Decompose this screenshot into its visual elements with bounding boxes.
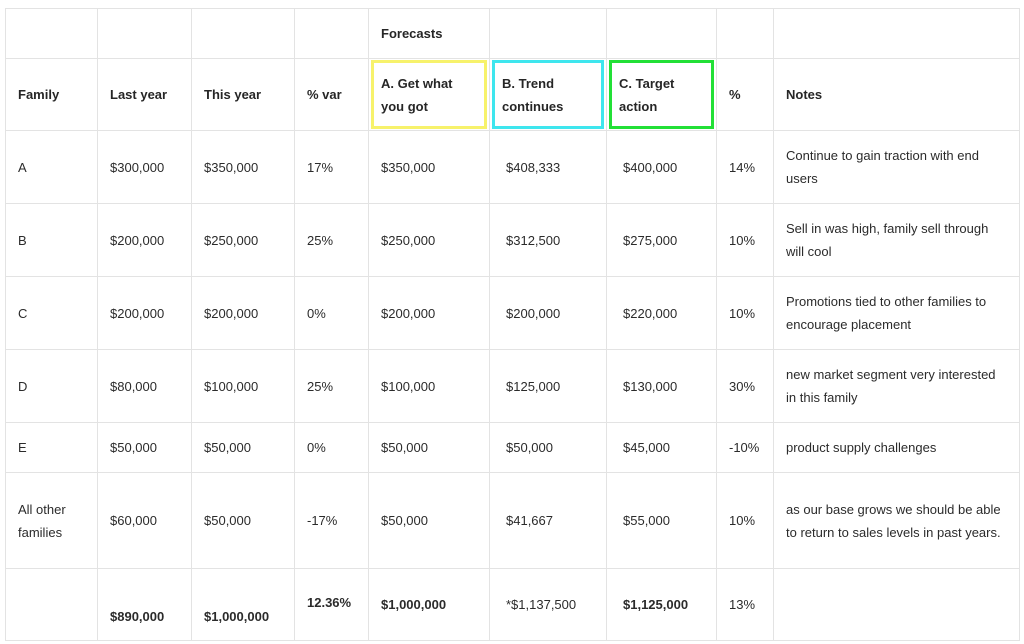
pct-cell: 10% [716,203,774,277]
empty-cell [773,8,1020,59]
this-year-cell: $350,000 [191,130,295,204]
pct-var-cell: 0% [294,276,369,350]
forecast-c-cell: $400,000 [606,130,717,204]
forecast-a-cell: $100,000 [368,349,490,423]
family-cell: A [5,130,98,204]
totals-family-cell [5,568,98,641]
notes-cell: Promotions tied to other families to enc… [773,276,1020,350]
highlight-box-b [492,60,604,129]
notes-cell: as our base grows we should be able to r… [773,472,1020,569]
forecast-b-cell: $41,667 [489,472,607,569]
pct-cell: 14% [716,130,774,204]
forecast-b-cell: $200,000 [489,276,607,350]
last-year-cell: $200,000 [97,276,192,350]
table-row: A $300,000 $350,000 17% $350,000 $408,33… [5,130,1020,204]
family-cell: E [5,422,98,473]
header-forecast-c-label: C. Target action [619,75,675,114]
header-family: Family [5,58,98,131]
forecast-a-cell: $50,000 [368,422,490,473]
last-year-cell: $50,000 [97,422,192,473]
pct-cell: -10% [716,422,774,473]
last-year-cell: $80,000 [97,349,192,423]
totals-pct: 13% [716,568,774,641]
pct-var-cell: 17% [294,130,369,204]
family-cell: C [5,276,98,350]
forecast-b-cell: $312,500 [489,203,607,277]
notes-cell: Sell in was high, family sell through wi… [773,203,1020,277]
this-year-cell: $50,000 [191,422,295,473]
notes-cell: Continue to gain traction with end users [773,130,1020,204]
header-pct: % [716,58,774,131]
forecast-c-cell: $45,000 [606,422,717,473]
empty-cell [606,8,717,59]
forecasts-group-label: Forecasts [368,8,490,59]
totals-forecast-b: *$1,137,500 [489,568,607,641]
table-row: E $50,000 $50,000 0% $50,000 $50,000 $45… [5,422,1020,473]
table-row: All other families $60,000 $50,000 -17% … [5,472,1020,569]
pct-var-cell: -17% [294,472,369,569]
header-pct-var: % var [294,58,369,131]
forecast-b-cell: $50,000 [489,422,607,473]
forecast-table: Forecasts Family Last year This year % v… [5,8,1020,641]
totals-row: $890,000 $1,000,000 12.36% $1,000,000 *$… [5,568,1020,641]
last-year-cell: $300,000 [97,130,192,204]
header-forecast-b: B. Trend continues [489,58,607,131]
this-year-cell: $200,000 [191,276,295,350]
header-forecast-a-label: A. Get what you got [381,75,453,114]
family-cell: B [5,203,98,277]
column-header-row: Family Last year This year % var A. Get … [5,58,1020,131]
totals-forecast-a: $1,000,000 [368,568,490,641]
this-year-cell: $250,000 [191,203,295,277]
empty-cell [191,8,295,59]
this-year-cell: $100,000 [191,349,295,423]
empty-cell [97,8,192,59]
group-header-row: Forecasts [5,8,1020,59]
table-row: D $80,000 $100,000 25% $100,000 $125,000… [5,349,1020,423]
header-forecast-a: A. Get what you got [368,58,490,131]
notes-cell: product supply challenges [773,422,1020,473]
forecast-a-cell: $50,000 [368,472,490,569]
forecast-c-cell: $130,000 [606,349,717,423]
pct-var-cell: 25% [294,203,369,277]
forecast-c-cell: $55,000 [606,472,717,569]
empty-cell [716,8,774,59]
pct-var-cell: 0% [294,422,369,473]
family-cell: D [5,349,98,423]
header-last-year: Last year [97,58,192,131]
pct-cell: 30% [716,349,774,423]
forecast-c-cell: $220,000 [606,276,717,350]
header-notes: Notes [773,58,1020,131]
notes-cell: new market segment very interested in th… [773,349,1020,423]
highlight-box-a [371,60,487,129]
header-forecast-c: C. Target action [606,58,717,131]
pct-var-cell: 25% [294,349,369,423]
forecast-c-cell: $275,000 [606,203,717,277]
forecast-b-cell: $408,333 [489,130,607,204]
family-cell: All other families [5,472,98,569]
this-year-cell: $50,000 [191,472,295,569]
totals-forecast-c: $1,125,000 [606,568,717,641]
table-row: C $200,000 $200,000 0% $200,000 $200,000… [5,276,1020,350]
totals-pct-var: 12.36% [294,568,369,641]
highlight-box-c [609,60,714,129]
forecast-b-cell: $125,000 [489,349,607,423]
totals-notes [773,568,1020,641]
totals-last-year: $890,000 [97,568,192,641]
pct-cell: 10% [716,472,774,569]
last-year-cell: $60,000 [97,472,192,569]
last-year-cell: $200,000 [97,203,192,277]
forecast-a-cell: $350,000 [368,130,490,204]
empty-cell [5,8,98,59]
forecast-a-cell: $200,000 [368,276,490,350]
empty-cell [489,8,607,59]
header-forecast-b-label: B. Trend continues [502,75,564,114]
forecast-a-cell: $250,000 [368,203,490,277]
totals-this-year: $1,000,000 [191,568,295,641]
table-row: B $200,000 $250,000 25% $250,000 $312,50… [5,203,1020,277]
empty-cell [294,8,369,59]
pct-cell: 10% [716,276,774,350]
header-this-year: This year [191,58,295,131]
